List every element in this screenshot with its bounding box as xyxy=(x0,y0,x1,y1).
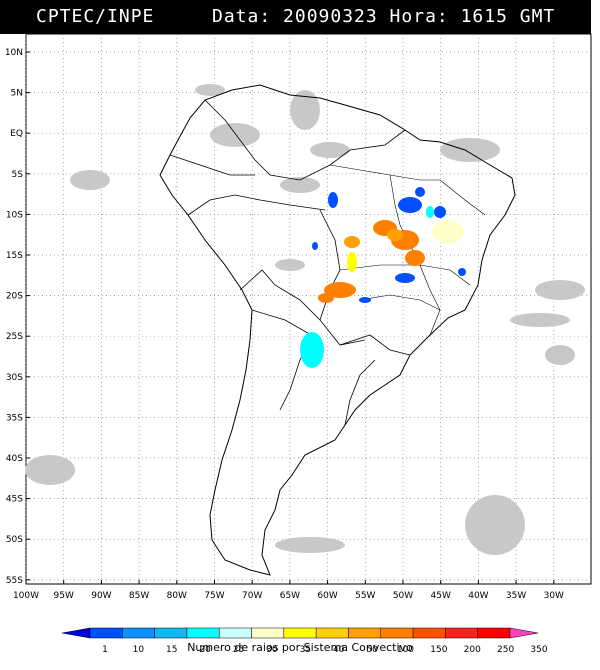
lat-label: 10S xyxy=(6,210,23,220)
lat-label: 20S xyxy=(6,292,23,302)
legend-swatch xyxy=(283,627,317,639)
lon-label: 55W xyxy=(355,591,375,601)
lat-label: EQ xyxy=(10,129,23,139)
south-america-coastline xyxy=(159,84,516,576)
legend-swatch xyxy=(477,627,511,639)
lat-label: 10N xyxy=(5,48,23,58)
lat-label: 35S xyxy=(6,413,23,423)
lat-label: 5S xyxy=(12,170,24,180)
lon-label: 85W xyxy=(129,591,149,601)
lon-label: 35W xyxy=(506,591,526,601)
lat-label: 55S xyxy=(6,576,23,586)
legend-swatch xyxy=(186,627,220,639)
legend-value: 30 xyxy=(266,645,278,655)
legend-swatch xyxy=(251,627,285,639)
lon-label: 30W xyxy=(544,591,564,601)
legend-swatch xyxy=(315,627,349,639)
legend-swatch xyxy=(89,627,123,639)
legend-value: 100 xyxy=(397,645,414,655)
lon-label: 40W xyxy=(468,591,488,601)
legend-caption: Numero de raios por Sistema Convectivo xyxy=(187,641,413,654)
legend-swatch xyxy=(122,627,155,639)
legend-swatch xyxy=(380,627,414,639)
color-legend: 1 10 15 20 25 30 35 40 50 100 150 200 250 350 xyxy=(61,627,548,655)
lightning-systems xyxy=(300,187,466,368)
legend-value: 35 xyxy=(300,645,311,655)
lat-label: 45S xyxy=(6,495,23,505)
lat-label: 50S xyxy=(6,535,23,545)
lon-label: 80W xyxy=(167,591,187,601)
legend-value: 20 xyxy=(199,645,211,655)
lon-label: 100W xyxy=(13,591,39,601)
lat-label: 40S xyxy=(6,454,23,464)
legend-value: 15 xyxy=(166,645,177,655)
lat-label: 25S xyxy=(6,332,23,342)
lon-label: 45W xyxy=(431,591,451,601)
legend-value: 50 xyxy=(366,645,378,655)
legend-value: 40 xyxy=(333,645,345,655)
country-borders xyxy=(169,99,411,426)
source-label: CPTEC/INPE xyxy=(36,6,155,27)
lat-label: 30S xyxy=(6,373,23,383)
lon-label: 95W xyxy=(54,591,74,601)
legend-value: 25 xyxy=(233,645,244,655)
legend-value: 250 xyxy=(497,645,514,655)
legend-arrow-low xyxy=(61,627,91,639)
latitude-labels: 10N 5N EQ 5S 10S 15S 20S 25S 30S 35S 40S 45S 50S 55S xyxy=(5,48,30,586)
legend-arrow-high xyxy=(509,627,539,639)
legend-value: 150 xyxy=(430,645,447,655)
lon-label: 75W xyxy=(204,591,224,601)
datetime-label: Data: 20090323 Hora: 1615 GMT xyxy=(212,6,556,27)
lat-label: 15S xyxy=(6,251,23,261)
lon-label: 60W xyxy=(317,591,337,601)
lon-label: 70W xyxy=(242,591,262,601)
lon-label: 90W xyxy=(91,591,111,601)
legend-swatch xyxy=(412,627,446,639)
legend-value: 1 xyxy=(102,645,108,655)
lon-label: 65W xyxy=(280,591,300,601)
legend-value: 200 xyxy=(464,645,481,655)
cloud-cover xyxy=(25,84,585,555)
legend-swatch xyxy=(348,627,382,639)
legend-value: 10 xyxy=(133,645,145,655)
legend-swatch xyxy=(445,627,478,639)
map-header: CPTEC/INPE Data: 20090323 Hora: 1615 GMT xyxy=(0,0,591,34)
legend-swatch xyxy=(154,627,188,639)
legend-swatch xyxy=(218,627,252,639)
legend-value: 350 xyxy=(530,645,547,655)
lat-label: 5N xyxy=(11,89,23,99)
lon-label: 50W xyxy=(393,591,413,601)
longitude-labels: 100W 95W 90W 85W 80W 75W 70W 65W 60W 55W 50W 45W 40W… xyxy=(13,580,564,601)
